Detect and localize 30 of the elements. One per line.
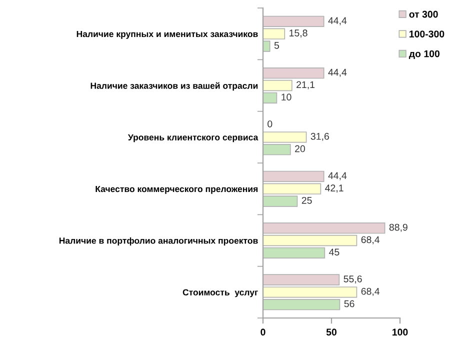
data-label: 68,4: [361, 288, 380, 296]
legend-label: от 300: [409, 10, 438, 18]
data-label: 42,1: [325, 184, 344, 193]
data-label: 56: [344, 300, 354, 308]
data-label: 21,1: [296, 81, 315, 90]
y-tick-label: Наличие заказчиков из вашей отрасли: [90, 82, 258, 91]
y-tick-label: Наличие крупных и именитых заказчиков: [76, 30, 258, 39]
data-label: 20: [295, 145, 305, 152]
y-tick-label: Стоимость услуг: [182, 289, 258, 298]
data-label: 88,9: [389, 224, 408, 232]
x-tick-label: 50: [326, 328, 337, 336]
legend-label: до 100: [408, 50, 440, 60]
data-label: 15,8: [290, 30, 308, 38]
data-label: 44,4: [328, 68, 347, 77]
y-tick-label: Наличие в портфолио аналогичных проектов: [59, 237, 258, 246]
legend-label: 100-300: [409, 30, 444, 38]
data-label: 68,4: [361, 236, 380, 244]
data-label: 45: [329, 248, 340, 256]
data-label: 44,4: [328, 17, 347, 26]
data-label: 55,6: [344, 275, 362, 284]
data-label: 25: [302, 196, 312, 204]
data-label: 0: [268, 120, 272, 128]
data-label: 31,6: [310, 132, 329, 141]
data-label: 5: [274, 42, 280, 49]
y-tick-label: Уровень клиентского сервиса: [128, 134, 258, 142]
data-label: 10: [282, 94, 292, 101]
data-label: 44,4: [328, 172, 347, 180]
y-tick-label: Качество коммерческого преложения: [96, 186, 258, 194]
x-tick-label: 100: [392, 328, 408, 336]
x-tick-label: 0: [260, 328, 266, 336]
